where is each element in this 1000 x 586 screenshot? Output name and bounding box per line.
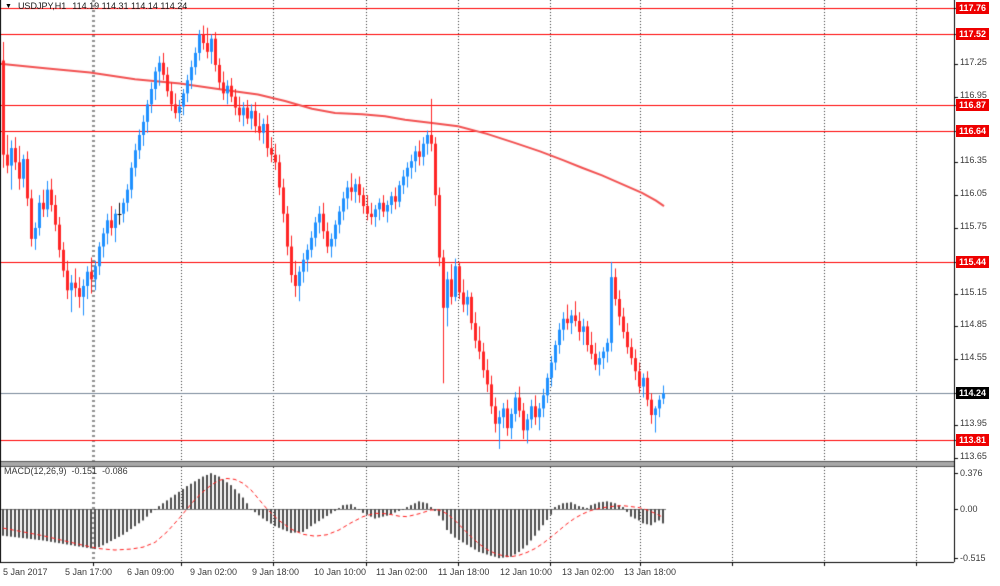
time-axis-label: 9 Jan 18:00 — [252, 567, 300, 577]
price-tick-label: 115.75 — [960, 220, 987, 231]
time-axis-label: 11 Jan 18:00 — [438, 567, 490, 577]
price-tick-label: 114.85 — [960, 319, 987, 330]
current-price-badge: 114.24 — [956, 387, 990, 400]
window-collapse-icon: ▼ — [5, 2, 12, 10]
price-tick-label: 117.25 — [960, 56, 987, 67]
time-axis-label: 6 Jan 09:00 — [127, 567, 175, 577]
chart-title: ▼ USDJPY,H1 114.19 114.31 114.14 114.24 — [5, 1, 187, 11]
price-tick-label: 116.35 — [960, 155, 987, 166]
price-tick-label: 116.05 — [960, 188, 987, 199]
symbol-timeframe-label: USDJPY,H1 — [17, 1, 67, 11]
price-tick-label: 113.65 — [960, 450, 987, 461]
level-price-badge: 116.64 — [956, 124, 990, 137]
macd-value: -0.151 — [71, 466, 98, 476]
time-axis-label: 12 Jan 10:00 — [500, 567, 553, 577]
level-price-badge: 117.76 — [956, 2, 990, 15]
time-axis-label: 5 Jan 17:00 — [65, 567, 113, 577]
time-axis-label: 5 Jan 2017 — [3, 567, 48, 577]
macd-indicator-label: MACD(12,26,9) -0.151 -0.086 — [4, 466, 128, 476]
price-tick-label: 115.15 — [960, 286, 987, 297]
macd-tick-label: 0.00 — [960, 504, 978, 514]
time-axis-label: 11 Jan 02:00 — [376, 567, 428, 577]
price-tick-label: 116.95 — [960, 89, 987, 100]
ohlc-readout: 114.19 114.31 114.14 114.24 — [72, 1, 188, 11]
price-tick-label: 113.95 — [960, 417, 987, 428]
level-price-badge: 116.87 — [956, 99, 990, 112]
time-axis-label: 9 Jan 02:00 — [190, 567, 238, 577]
level-price-badge: 117.52 — [956, 28, 990, 41]
macd-name-label: MACD(12,26,9) — [4, 466, 67, 476]
time-axis-label: 13 Jan 02:00 — [562, 567, 615, 577]
time-axis-label: 13 Jan 18:00 — [624, 567, 677, 577]
macd-signal-value: -0.086 — [102, 466, 128, 476]
macd-tick-label: -0.515 — [960, 553, 986, 564]
time-axis-label: 10 Jan 10:00 — [314, 567, 367, 577]
macd-tick-label: 0.376 — [960, 468, 983, 479]
price-tick-label: 114.55 — [960, 352, 987, 363]
level-price-badge: 115.44 — [956, 255, 990, 268]
level-price-badge: 113.81 — [956, 434, 990, 447]
